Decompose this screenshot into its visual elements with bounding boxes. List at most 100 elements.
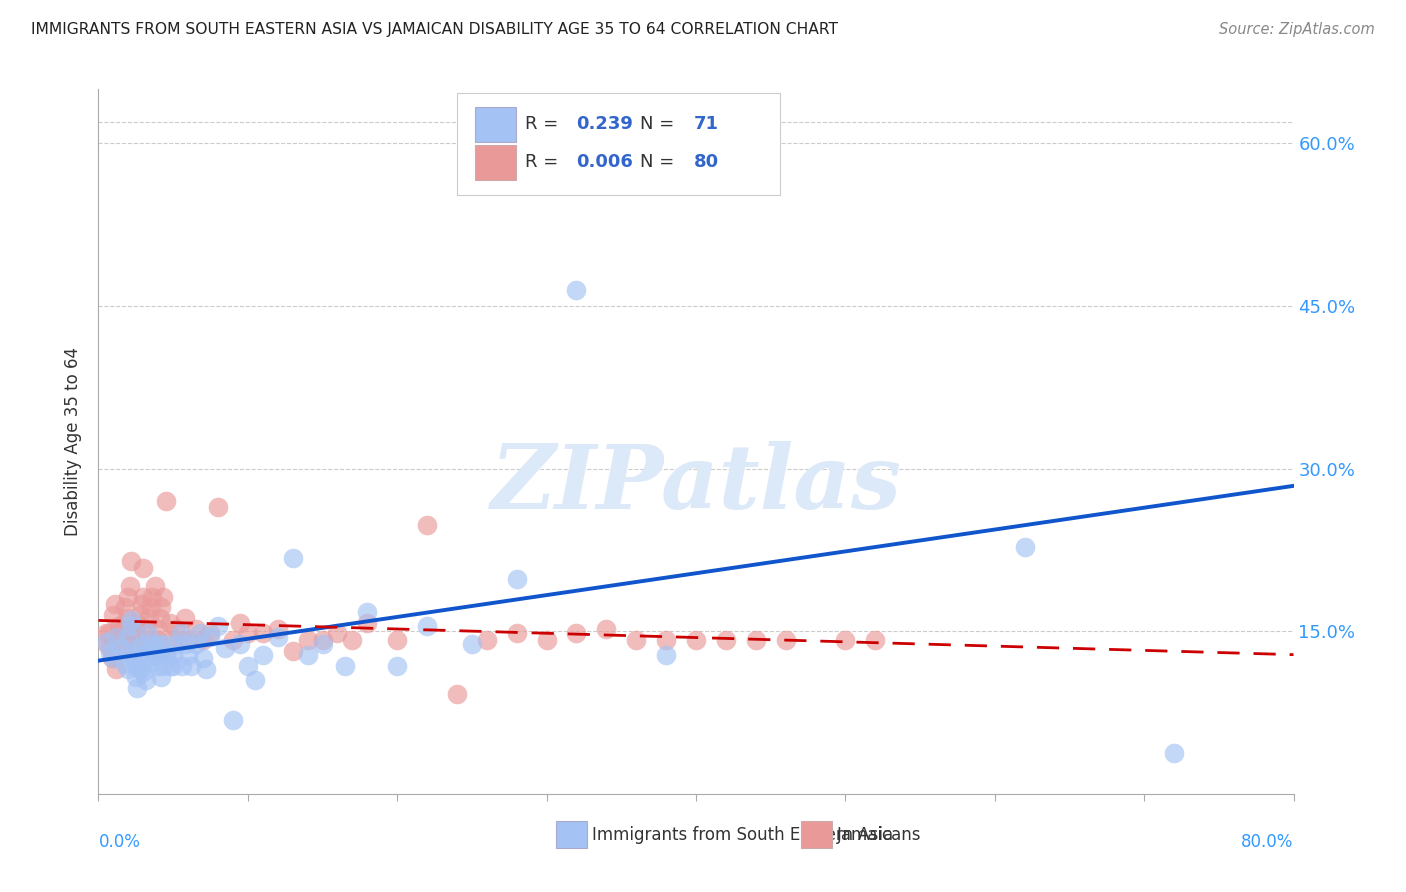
Point xyxy=(222,713,245,727)
Point xyxy=(121,644,143,658)
Point xyxy=(730,171,752,186)
Point xyxy=(132,561,155,575)
Point xyxy=(595,622,617,636)
Point xyxy=(97,626,120,640)
Point xyxy=(385,659,409,673)
Text: R =: R = xyxy=(524,153,564,171)
Point xyxy=(200,626,222,640)
Point xyxy=(103,651,125,665)
Point xyxy=(191,632,214,647)
Point xyxy=(475,632,498,647)
Point xyxy=(117,646,139,660)
Point xyxy=(111,644,134,658)
Point xyxy=(565,283,588,297)
Point xyxy=(129,648,152,662)
Point xyxy=(150,670,173,684)
FancyBboxPatch shape xyxy=(801,822,832,848)
Point xyxy=(152,590,174,604)
Point xyxy=(153,637,176,651)
Text: 0.006: 0.006 xyxy=(576,153,633,171)
Point xyxy=(125,670,148,684)
Point xyxy=(416,619,439,633)
Point xyxy=(129,607,152,622)
Point xyxy=(120,614,142,628)
Point xyxy=(536,632,558,647)
Point xyxy=(117,662,139,676)
Point xyxy=(155,494,177,508)
Point xyxy=(356,605,378,619)
Point xyxy=(342,632,364,647)
Point xyxy=(267,630,290,644)
Text: 0.239: 0.239 xyxy=(576,115,633,134)
FancyBboxPatch shape xyxy=(475,145,516,180)
Point xyxy=(184,622,207,636)
Point xyxy=(153,644,176,658)
Point xyxy=(136,626,159,640)
Point xyxy=(112,622,135,636)
Point xyxy=(229,615,252,630)
Point xyxy=(98,640,122,655)
Text: Source: ZipAtlas.com: Source: ZipAtlas.com xyxy=(1219,22,1375,37)
Point xyxy=(143,579,166,593)
Point xyxy=(297,648,319,662)
Point xyxy=(685,632,707,647)
Point xyxy=(461,637,484,651)
Point xyxy=(1163,746,1185,760)
Point xyxy=(1014,540,1036,554)
Point xyxy=(252,626,274,640)
Point xyxy=(191,651,214,665)
Text: N =: N = xyxy=(640,153,679,171)
Point xyxy=(506,626,529,640)
Point xyxy=(775,632,797,647)
Point xyxy=(128,640,150,655)
Point xyxy=(865,632,887,647)
Text: Immigrants from South Eastern Asia: Immigrants from South Eastern Asia xyxy=(592,826,893,844)
Point xyxy=(745,632,768,647)
Point xyxy=(162,659,184,673)
Point xyxy=(333,659,356,673)
Point xyxy=(148,622,170,636)
Point xyxy=(177,648,200,662)
Point xyxy=(180,659,202,673)
Point xyxy=(129,662,152,676)
Point xyxy=(105,630,128,644)
Point xyxy=(714,632,737,647)
Point xyxy=(174,611,197,625)
Point xyxy=(94,626,117,640)
Point xyxy=(159,615,181,630)
Point xyxy=(655,632,678,647)
Point xyxy=(117,590,139,604)
Point xyxy=(114,600,136,615)
Point xyxy=(148,659,170,673)
Y-axis label: Disability Age 35 to 64: Disability Age 35 to 64 xyxy=(65,347,83,536)
Point xyxy=(148,648,170,662)
Point xyxy=(118,579,141,593)
Point xyxy=(108,619,131,633)
Point xyxy=(136,632,159,647)
Point xyxy=(446,687,468,701)
Point xyxy=(139,600,162,615)
Point xyxy=(626,632,648,647)
Point xyxy=(96,637,118,651)
Point xyxy=(142,644,165,658)
Text: IMMIGRANTS FROM SOUTH EASTERN ASIA VS JAMAICAN DISABILITY AGE 35 TO 64 CORRELATI: IMMIGRANTS FROM SOUTH EASTERN ASIA VS JA… xyxy=(31,22,838,37)
Point xyxy=(132,665,155,680)
Point xyxy=(131,597,153,611)
Point xyxy=(127,615,149,630)
Point xyxy=(120,619,142,633)
Point xyxy=(152,659,174,673)
Point xyxy=(125,626,148,640)
Point xyxy=(114,657,136,671)
Point xyxy=(326,626,349,640)
Point xyxy=(107,626,129,640)
Point xyxy=(281,644,304,658)
Point xyxy=(155,648,177,662)
Point xyxy=(252,648,274,662)
Point xyxy=(117,630,139,644)
Point xyxy=(124,632,146,647)
Point xyxy=(139,655,162,669)
Text: 80.0%: 80.0% xyxy=(1241,832,1294,851)
Point xyxy=(132,590,155,604)
Point xyxy=(245,673,267,687)
Point xyxy=(101,651,124,665)
